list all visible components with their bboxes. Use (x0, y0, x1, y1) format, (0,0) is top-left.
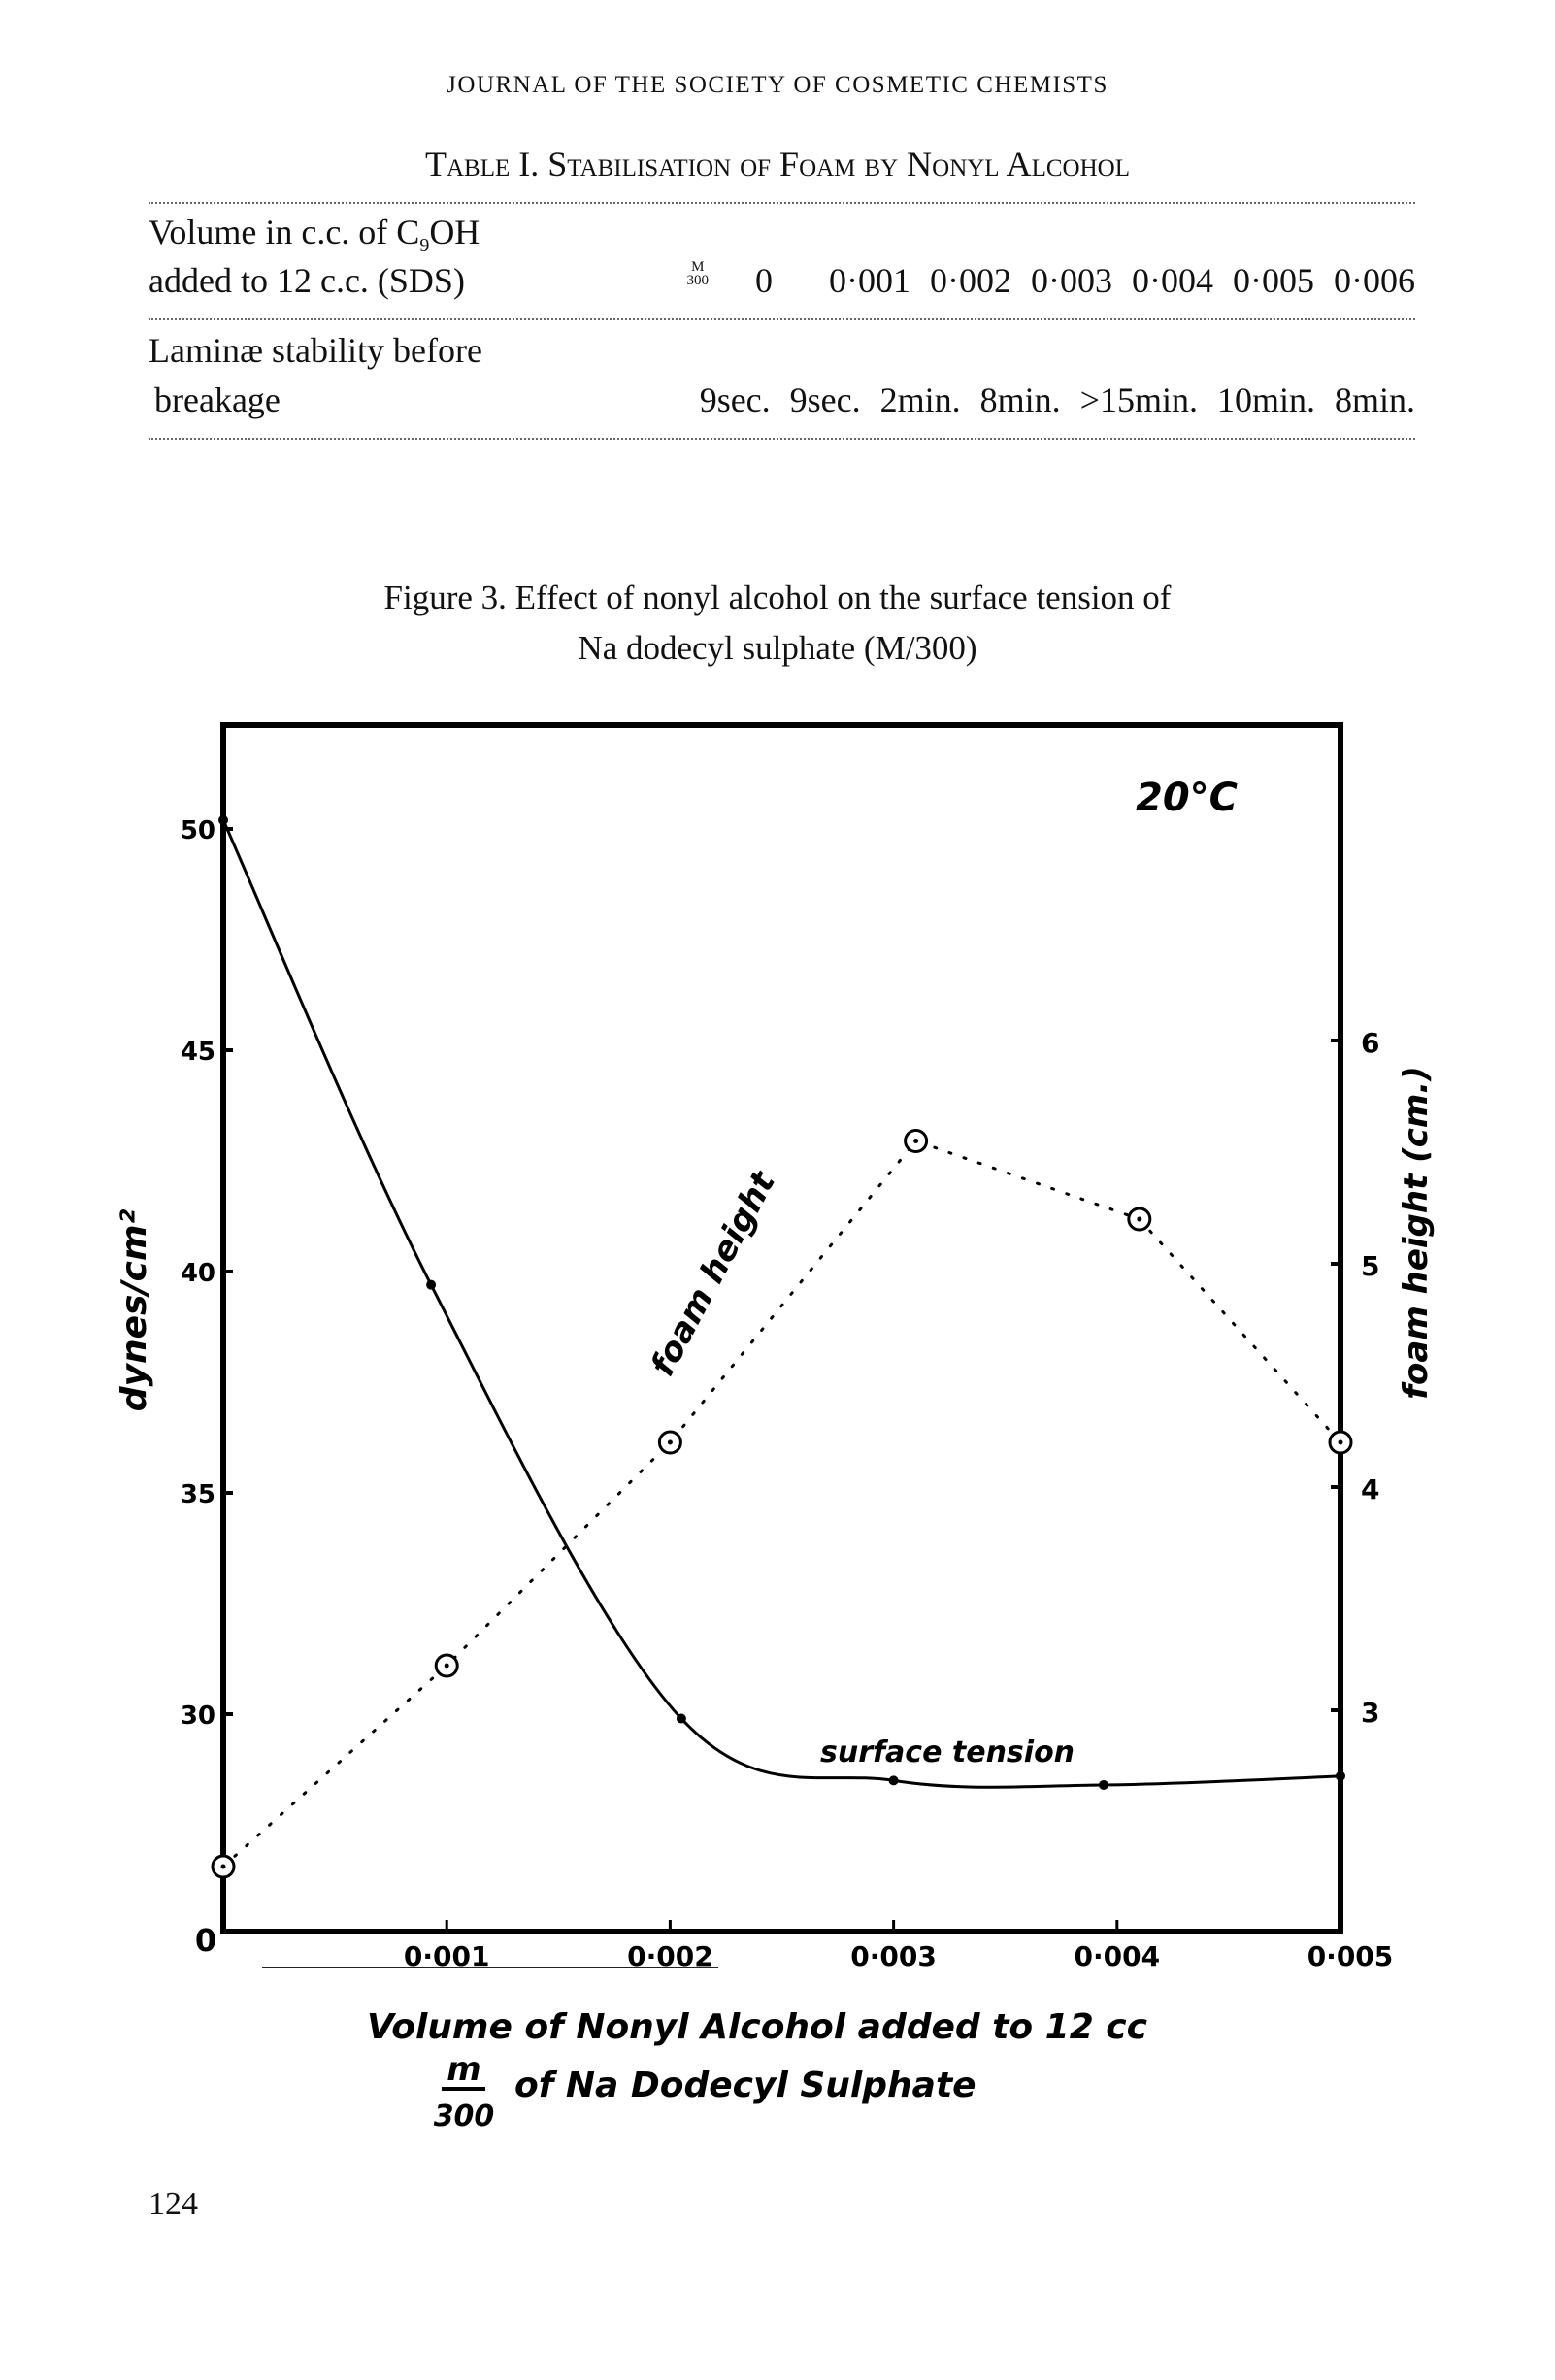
stability-cell: 9sec. (789, 380, 861, 419)
y-left-tick-label: 50 (181, 816, 215, 845)
running-header: JOURNAL OF THE SOCIETY OF COSMETIC CHEMI… (447, 72, 1108, 98)
surface-tension-point (1336, 1770, 1345, 1781)
table-rule-bottom (149, 438, 1415, 440)
stability-cell: 10min. (1216, 380, 1315, 419)
fraction-m-300: M 300 (687, 260, 710, 301)
surface-tension-point (888, 1775, 899, 1786)
foam-height-point-center (1338, 1439, 1343, 1445)
foam-height-point-center (220, 1864, 226, 1869)
row2-values: 9sec. 9sec. 2min. 8min. >15min. 10min. 8min. (700, 380, 1415, 420)
surface-tension-label: surface tension (820, 1735, 1075, 1769)
foam-height-label: foam height (644, 1164, 784, 1382)
stability-cell: 8min. (1334, 380, 1415, 419)
y-left-tick-label: 40 (181, 1259, 215, 1288)
volume-cell: 0·006 (1334, 261, 1415, 300)
surface-tension-point (218, 814, 228, 825)
volume-cell: 0·004 (1132, 261, 1213, 300)
y-right-tick-label: 4 (1361, 1473, 1379, 1505)
foam-height-point-center (444, 1663, 449, 1669)
y-axis-right-label: foam height (cm.) (1397, 1066, 1436, 1400)
page-number: 124 (149, 2186, 198, 2222)
table-title: Table I. Stabilisation of Foam by Nonyl … (425, 145, 1130, 183)
surface-tension-point (426, 1279, 437, 1290)
table-row-volume-label: Volume in c.c. of C9OH (149, 212, 1415, 257)
row1-label-line2: added to 12 c.c. (SDS) (149, 261, 465, 300)
fraction-den: 300 (686, 273, 710, 288)
foam-height-point-center (667, 1439, 673, 1445)
stability-cell: 9sec. (699, 380, 771, 419)
x-axis-label-line1: Volume of Nonyl Alcohol added to 12 cc (367, 2007, 1147, 2047)
y-axis-left-label: dynes/cm² (115, 1209, 154, 1412)
foam-height-line (221, 1139, 1342, 1868)
table-row-stability: breakage 9sec. 9sec. 2min. 8min. >15min. 10mi… (149, 380, 1415, 420)
x-tick-label: 0·004 (1075, 1940, 1161, 1972)
stability-cell: 2min. (879, 380, 961, 419)
y-left-tick-label: 30 (181, 1702, 215, 1731)
stability-cell: 8min. (979, 380, 1061, 419)
plot-frame (220, 722, 1343, 1934)
row2-label-line2: breakage (154, 380, 281, 419)
foam-height-point-center (1137, 1216, 1142, 1222)
x-axis-frac-num: m (447, 2050, 480, 2089)
row1-label-sub: 9 (419, 235, 430, 257)
surface-tension-point (1098, 1779, 1108, 1790)
stability-cell: >15min. (1079, 380, 1198, 419)
table-row-volume: added to 12 c.c. (SDS) M 300 0 0·001 0·002 0… (149, 260, 1415, 301)
volume-cell: 0·001 (829, 261, 910, 300)
figure-caption-line2: Na dodecyl sulphate (M/300) (578, 629, 977, 667)
volume-cell: 0·005 (1233, 261, 1314, 300)
temperature-annotation: 20°C (1136, 776, 1238, 820)
y-left-tick-label: 35 (181, 1480, 215, 1509)
figure-caption-line1: Figure 3. Effect of nonyl alcohol on the… (383, 578, 1172, 616)
y-right-tick-label: 5 (1361, 1250, 1379, 1282)
y-right-tick-label: 3 (1361, 1697, 1379, 1729)
volume-cell: 0·003 (1031, 261, 1112, 300)
foam-height-point-center (913, 1139, 919, 1143)
row1-label-b: OH (429, 213, 480, 251)
volume-cell: 0 (755, 261, 773, 300)
volume-cell: 0·002 (930, 261, 1011, 300)
table-rule-mid (149, 318, 1415, 320)
table-rule-top (149, 202, 1415, 204)
row1-values: M 300 0 0·001 0·002 0·003 0·004 0·005 0·006 (687, 260, 1416, 301)
x-axis-frac-den: 300 (434, 2099, 495, 2133)
x-tick-label: 0 (195, 1922, 216, 1959)
fraction-num: M (691, 259, 705, 275)
x-tick-label: 0·005 (1307, 1940, 1394, 1972)
x-tick-label: 0·003 (850, 1940, 937, 1972)
y-left-tick-label: 45 (181, 1038, 215, 1067)
surface-tension-point (676, 1713, 686, 1724)
row1-label-a: Volume in c.c. of C (149, 213, 420, 251)
table-row-stability-label: Laminæ stability before (149, 331, 482, 370)
y-right-tick-label: 6 (1361, 1027, 1379, 1059)
x-axis-label-line2: of Na Dodecyl Sulphate (514, 2066, 976, 2105)
